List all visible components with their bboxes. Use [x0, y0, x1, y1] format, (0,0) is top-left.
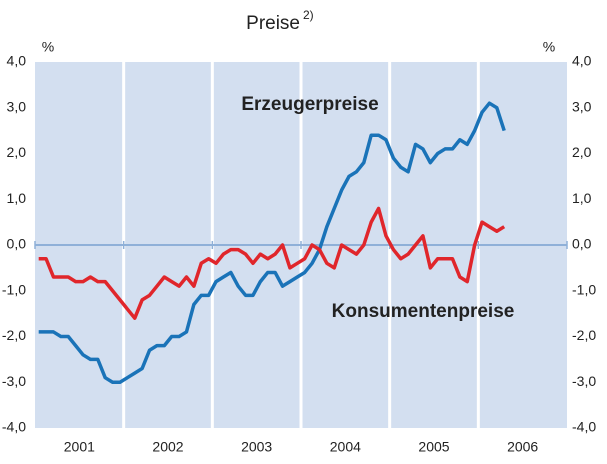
y2-tick-label: -3,0 [572, 373, 596, 389]
y2-tick-label: -1,0 [572, 281, 596, 297]
y-tick-label: -1,0 [2, 281, 26, 297]
x-tick-label: 2005 [418, 439, 449, 455]
y2-tick-label: 3,0 [572, 98, 592, 114]
series-line [38, 101, 506, 384]
y-tick-label: -4,0 [2, 419, 26, 435]
title-note: 2) [303, 8, 314, 22]
y-tick-label: 2,0 [7, 144, 27, 160]
y-axis-label: % [42, 39, 54, 55]
x-tick-label: 2002 [152, 439, 183, 455]
y2-tick-label: 1,0 [572, 190, 592, 206]
y-tick-label: -3,0 [2, 373, 26, 389]
y2-tick-label: 2,0 [572, 144, 592, 160]
y-tick-label: -2,0 [2, 327, 26, 343]
y2-tick-label: 4,0 [572, 53, 592, 69]
y2-tick-label: -4,0 [572, 419, 596, 435]
x-tick-label: 2003 [241, 439, 272, 455]
y-tick-label: 0,0 [7, 236, 27, 252]
chart-title: Preise [246, 13, 300, 34]
y-tick-label: 4,0 [7, 53, 27, 69]
y2-axis-label: % [543, 39, 555, 55]
y-tick-label: 3,0 [7, 98, 27, 114]
x-tick-label: 2006 [507, 439, 538, 455]
y2-tick-label: -2,0 [572, 327, 596, 343]
y-tick-label: 1,0 [7, 190, 27, 206]
x-tick-label: 2004 [330, 439, 361, 455]
series-label: Erzeugerpreise [241, 94, 378, 115]
x-tick-label: 2001 [64, 439, 95, 455]
y2-tick-label: 0,0 [572, 236, 592, 252]
series-line [38, 206, 506, 320]
series-label: Konsumentenpreise [332, 301, 515, 322]
